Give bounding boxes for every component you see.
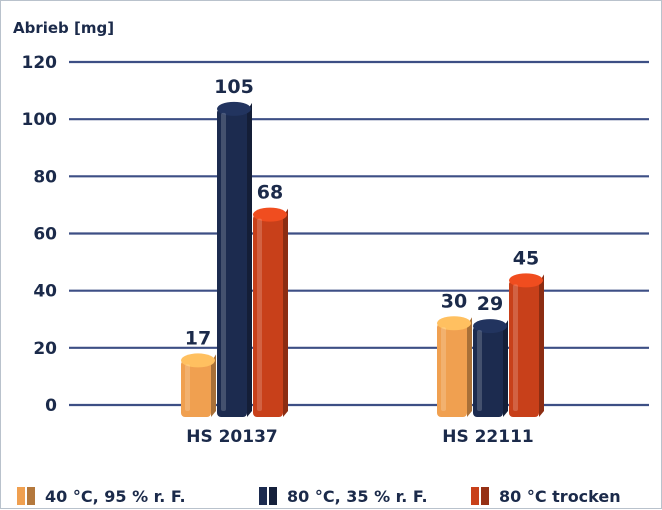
y-tick-label: 80 — [33, 167, 57, 187]
bar — [509, 280, 539, 417]
bar — [217, 108, 247, 417]
data-label: 29 — [477, 293, 503, 315]
data-label: 45 — [513, 247, 539, 269]
y-tick-label: 100 — [22, 110, 58, 130]
legend: 40 °C, 95 % r. F. 80 °C, 35 % r. F. 80 °C … — [17, 487, 621, 506]
category-label: HS 20137 — [186, 427, 278, 447]
legend-label: 80 °C trocken — [499, 487, 621, 506]
bar-highlight — [185, 364, 190, 411]
data-label: 105 — [214, 76, 254, 98]
y-tick-label: 20 — [33, 339, 57, 359]
bar — [473, 326, 503, 417]
bar — [181, 360, 211, 417]
bar-cap — [437, 316, 471, 331]
x-axis-categories: HS 20137 HS 22111 — [186, 427, 534, 447]
legend-swatch — [269, 487, 277, 505]
bar-cap — [181, 353, 215, 368]
category-label: HS 22111 — [442, 427, 534, 447]
bar-side — [539, 274, 544, 417]
y-tick-label: 0 — [45, 396, 57, 416]
legend-swatch — [259, 487, 267, 505]
bar-cap — [253, 207, 287, 222]
legend-swatch — [27, 487, 35, 505]
legend-label: 80 °C, 35 % r. F. — [287, 487, 428, 506]
legend-swatch — [481, 487, 489, 505]
y-axis-label: Abrieb [mg] — [13, 19, 114, 37]
bar-cap — [509, 273, 543, 288]
y-axis-ticks: 0 20 40 60 80 100 120 — [22, 53, 58, 416]
data-labels: 17 105 68 30 29 45 — [185, 76, 539, 350]
data-label: 17 — [185, 327, 211, 349]
bar-highlight — [441, 327, 446, 411]
data-label: 30 — [441, 290, 467, 312]
y-tick-label: 120 — [22, 53, 58, 73]
bar — [253, 214, 283, 417]
bar-cap — [473, 319, 507, 334]
gridlines — [69, 60, 649, 407]
bar — [437, 323, 467, 417]
legend-swatch — [471, 487, 479, 505]
bar-cap — [217, 101, 251, 116]
bar-highlight — [221, 112, 226, 411]
bar-highlight — [477, 330, 482, 411]
bar-side — [283, 208, 288, 417]
bar-highlight — [257, 218, 262, 411]
bars — [181, 101, 544, 417]
bar-side — [503, 320, 508, 417]
bar-highlight — [513, 284, 518, 411]
data-label: 68 — [257, 182, 283, 204]
bar-side — [467, 317, 472, 417]
y-tick-label: 60 — [33, 225, 57, 245]
bar-side — [247, 102, 252, 417]
legend-label: 40 °C, 95 % r. F. — [45, 487, 186, 506]
legend-swatch — [17, 487, 25, 505]
y-tick-label: 40 — [33, 282, 57, 302]
bar-side — [211, 354, 216, 417]
